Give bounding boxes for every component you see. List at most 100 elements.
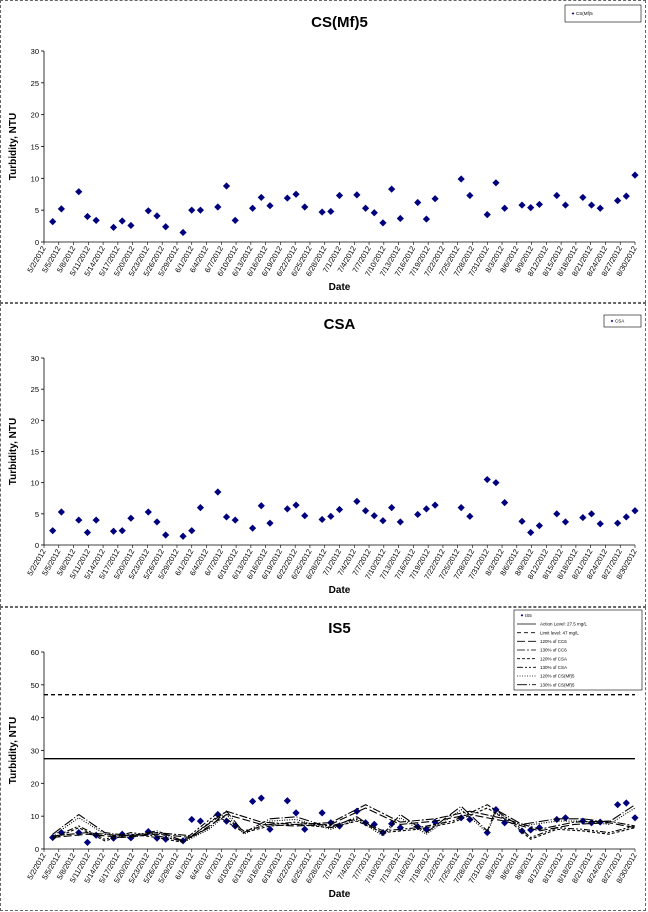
data-point [57,508,65,516]
data-point [535,824,543,832]
data-point [370,820,378,828]
data-point [414,198,422,207]
data-point [535,522,543,530]
legend-label: CS(Mf)5 [576,11,593,16]
data-point [196,206,205,214]
y-axis-title: Turbidity, NTU [8,717,19,784]
legend-label: Limit level: 47 mg/L [540,630,579,635]
chart-title: CS(Mf)5 [311,14,368,31]
data-point [614,519,622,527]
y-tick-label: 30 [31,47,39,56]
data-point [248,524,257,532]
y-axis-title: Turbidity, NTU [8,113,19,180]
data-point [188,815,196,824]
data-point [301,825,309,833]
data-point [83,838,92,847]
data-point [144,508,152,516]
legend-box [603,314,642,328]
data-point [370,512,378,520]
chart-is5: IS501020304050605/2/20125/5/20125/8/2012… [8,609,643,900]
data-point [153,518,161,526]
y-tick-label: 25 [31,385,39,394]
data-point [144,207,152,215]
data-point [109,223,118,231]
data-point [196,817,205,825]
data-point [501,499,509,507]
data-point [179,532,187,540]
series-line-5 [52,807,636,843]
data-point [527,826,535,834]
series-line-4 [52,804,636,837]
legend-label: 120% of CSA [540,656,567,661]
data-point [292,501,300,509]
y-tick-label: 20 [31,779,39,788]
data-point [301,203,309,211]
data-point [257,794,265,802]
series-line-8 [52,804,636,842]
data-point [483,475,491,484]
legend-label: CSA [615,319,624,324]
y-axis-title: Turbidity, NTU [8,418,19,485]
data-point [614,801,622,809]
data-point [327,207,335,216]
series-line-3 [52,807,636,839]
y-tick-label: 0 [35,845,39,854]
data-point [501,204,509,212]
data-point [283,797,291,805]
y-tick-label: 30 [31,747,39,756]
chart-panel-csa: CSA 0 5 10 15 20 25 30 5/2/2012 5/5/2012 5/8/2012 5… [0,303,646,607]
y-tick-label: 10 [31,479,39,488]
data-point [188,206,196,214]
data-point [466,512,474,520]
data-point [527,528,535,537]
data-point [248,204,257,212]
series-line-7 [52,807,636,843]
data-point [75,188,83,196]
series-line-6 [52,804,636,842]
x-axis-title: Date [329,585,351,596]
chart-csmf5: CS(Mf)50510152025305/2/20125/5/20125/8/2… [8,4,642,293]
data-point [335,191,344,200]
data-point [379,517,387,525]
legend-label: 130% of CS(Mf)5 [540,682,575,687]
data-point [492,479,500,487]
data-point [327,512,335,520]
data-point [266,519,274,527]
data-point [153,212,161,220]
data-point [318,809,326,817]
data-point [318,208,326,216]
data-point [579,193,587,202]
data-point [162,531,170,539]
y-tick-label: 40 [31,714,39,723]
data-point [222,513,231,521]
data-point [622,799,630,807]
data-point [561,814,570,822]
data-point [83,212,92,221]
data-point [422,215,431,223]
data-point [422,505,431,513]
data-point [596,818,604,826]
data-point [431,818,439,826]
data-point [196,504,205,512]
y-tick-label: 15 [31,448,39,457]
data-point [518,201,526,209]
data-point [631,507,639,515]
data-point [492,179,500,187]
data-point [57,205,65,213]
legend-label: 120% of CS(Mf)5 [540,674,575,679]
data-point [388,185,396,193]
data-point [318,515,326,524]
y-tick-label: 60 [31,648,39,657]
data-point [162,223,170,231]
data-point [231,216,239,224]
y-tick-label: 10 [31,812,39,821]
legend-label: Action Level: 27.5 mg/L [540,622,588,627]
data-point [92,516,100,524]
data-point [388,504,396,512]
data-point [127,514,135,522]
data-point [527,204,535,212]
data-point [75,516,83,524]
data-point [414,510,422,519]
data-point [231,516,239,524]
data-point [49,218,57,226]
